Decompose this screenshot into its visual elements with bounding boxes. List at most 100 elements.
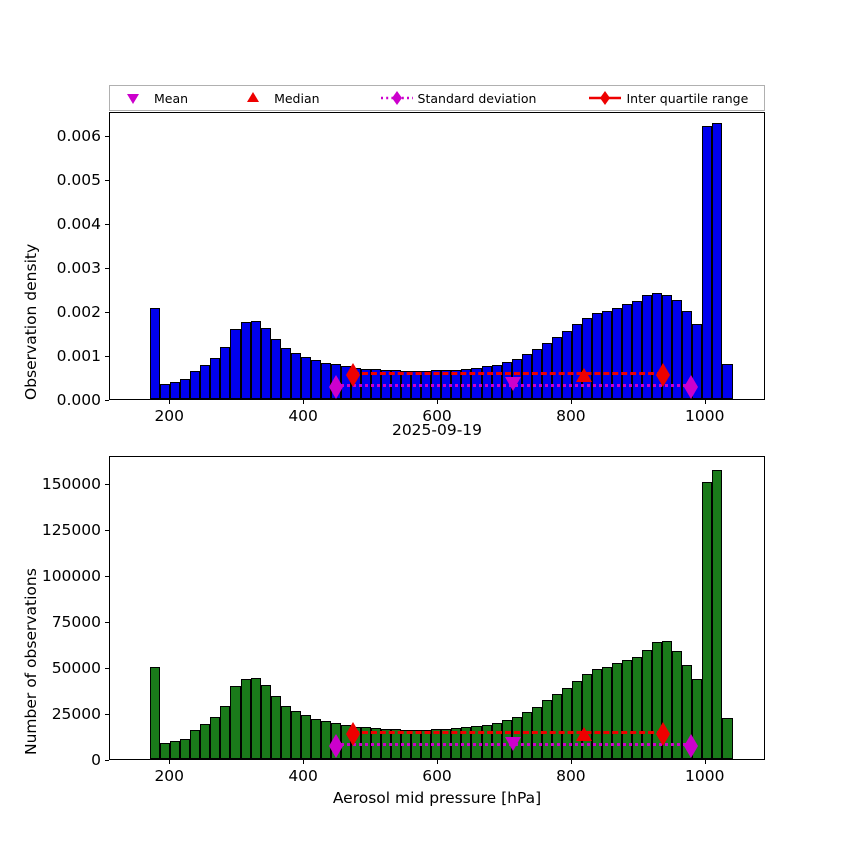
histogram-bar [150, 666, 161, 759]
histogram-bar [602, 311, 613, 399]
y-axis-tick-label: 50000 [51, 658, 101, 677]
histogram-bar [541, 343, 552, 399]
histogram-bar [652, 642, 663, 759]
legend-entry-mean: Mean [116, 86, 188, 110]
y-axis-tick [105, 356, 109, 358]
histogram-bar [190, 371, 201, 399]
x-axis-tick [704, 400, 706, 404]
triangle-up-marker-icon [236, 90, 270, 106]
histogram-bar [170, 381, 181, 399]
histogram-bar [240, 678, 251, 759]
histogram-bar [320, 721, 331, 759]
y-axis-tick [105, 760, 109, 762]
x-axis-tick [437, 760, 439, 764]
histogram-bar [290, 711, 301, 759]
observation-density-plot-area [110, 113, 764, 399]
y-axis-tick-label: 75000 [51, 612, 101, 631]
histogram-bar [662, 294, 673, 399]
chart-legend: Mean Median Standard deviation [109, 85, 765, 111]
histogram-bar [722, 364, 733, 399]
histogram-bar [581, 318, 592, 399]
x-axis-tick [169, 400, 171, 404]
histogram-bar [702, 481, 713, 759]
x-axis-tick-label: 1000 [685, 767, 725, 785]
x-axis-tick [570, 760, 572, 764]
histogram-bar [280, 705, 291, 759]
inter-quartile-range-line [352, 731, 663, 735]
x-axis-tick-label: 600 [422, 767, 452, 785]
x-axis-tick-label: 1000 [685, 407, 725, 425]
y-axis-tick [105, 667, 109, 669]
y-axis-tick [105, 400, 109, 402]
y-axis-tick-label: 0.004 [56, 215, 101, 234]
histogram-bar [160, 743, 171, 759]
histogram-bar [270, 338, 281, 399]
histogram-bar [300, 356, 311, 399]
y-axis-tick-label: 0.006 [56, 127, 101, 146]
y-axis-tick [105, 224, 109, 226]
y-axis-tick-label: 0.003 [56, 259, 101, 278]
histogram-bar [722, 718, 733, 759]
histogram-bar [190, 730, 201, 759]
aerosol-mid-pressure-x-axis-label: Aerosol mid pressure [hPa] [332, 789, 542, 807]
x-axis-tick-label: 200 [154, 767, 185, 785]
histogram-bar [200, 724, 211, 759]
histogram-bar [290, 353, 301, 399]
legend-entry-median: Median [236, 86, 320, 110]
y-axis-tick-label: 100000 [41, 566, 101, 585]
diamond-dashed-line-marker-icon [588, 90, 622, 106]
histogram-bar [481, 366, 492, 399]
histogram-bar [491, 364, 502, 399]
standard-deviation-lower-marker [326, 733, 346, 759]
histogram-bar [150, 307, 161, 399]
histogram-bar [561, 687, 572, 759]
y-axis-tick-label: 125000 [41, 520, 101, 539]
histogram-bar [612, 663, 623, 759]
histogram-bar [692, 323, 703, 399]
histogram-bar [602, 666, 613, 759]
histogram-bar [210, 357, 221, 399]
inter-quartile-range-upper-marker [653, 721, 673, 751]
histogram-bar [471, 726, 482, 759]
histogram-bar [230, 686, 241, 759]
histogram-bar [712, 122, 723, 399]
y-axis-tick-label: 0.001 [56, 347, 101, 366]
mean-marker [503, 734, 523, 758]
histogram-bar [712, 469, 723, 759]
histogram-bar [571, 680, 582, 759]
histogram-bar [220, 705, 231, 759]
histogram-bar [491, 723, 502, 759]
histogram-bar [551, 337, 562, 399]
histogram-bar [662, 641, 673, 759]
histogram-bar [541, 700, 552, 759]
x-axis-tick [437, 400, 439, 404]
legend-label-standard-deviation: Standard deviation [417, 90, 537, 106]
histogram-bar [300, 715, 311, 759]
histogram-bar [682, 665, 693, 759]
x-axis-tick [303, 400, 305, 404]
histogram-bar [471, 367, 482, 399]
standard-deviation-lower-marker [326, 374, 346, 399]
y-axis-tick-label: 0.002 [56, 303, 101, 322]
y-axis-tick [105, 268, 109, 270]
histogram-bar [692, 678, 703, 759]
histogram-bar [260, 327, 271, 399]
median-marker [574, 365, 594, 389]
y-axis-tick-label: 0 [91, 751, 101, 769]
y-axis-tick [105, 180, 109, 182]
histogram-bar [652, 292, 663, 399]
histogram-bar [481, 725, 492, 759]
x-axis-tick-label: 400 [288, 407, 318, 425]
y-axis-tick [105, 575, 109, 577]
legend-label-inter-quartile-range: Inter quartile range [626, 90, 749, 106]
histogram-bar [622, 659, 633, 759]
histogram-bar [591, 312, 602, 399]
diamond-dotted-line-marker-icon [380, 90, 414, 106]
histogram-bar [180, 738, 191, 759]
histogram-bar [591, 668, 602, 759]
histogram-bar [170, 741, 181, 759]
histogram-bar [320, 362, 331, 399]
histogram-bar [230, 328, 241, 399]
inter-quartile-range-upper-marker [653, 362, 673, 392]
